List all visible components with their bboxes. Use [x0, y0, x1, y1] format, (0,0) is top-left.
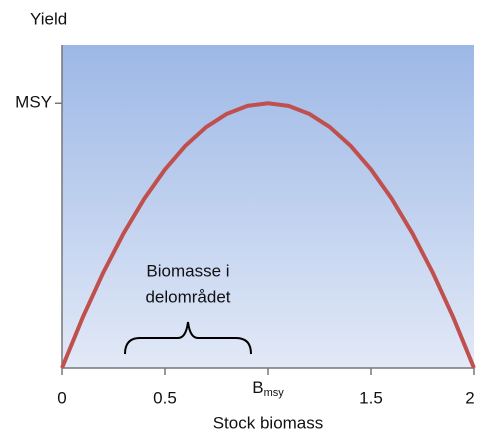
plot-area [62, 45, 474, 368]
x-tick-label: 0.5 [153, 388, 177, 407]
curve [60, 101, 476, 369]
y-axis-label: Yield [30, 9, 67, 28]
brace [124, 321, 252, 355]
x-axis-label: Stock biomass [213, 413, 324, 432]
x-tick-label: 2 [465, 388, 474, 407]
x-tick-label: 1.5 [359, 388, 383, 407]
x-tick-label: 0 [57, 388, 66, 407]
annotation: delområdet [145, 287, 230, 306]
x-tick-label: Bmsy [252, 378, 284, 398]
y-tick-label: MSY [15, 93, 52, 112]
annotation: Biomasse i [146, 261, 229, 280]
